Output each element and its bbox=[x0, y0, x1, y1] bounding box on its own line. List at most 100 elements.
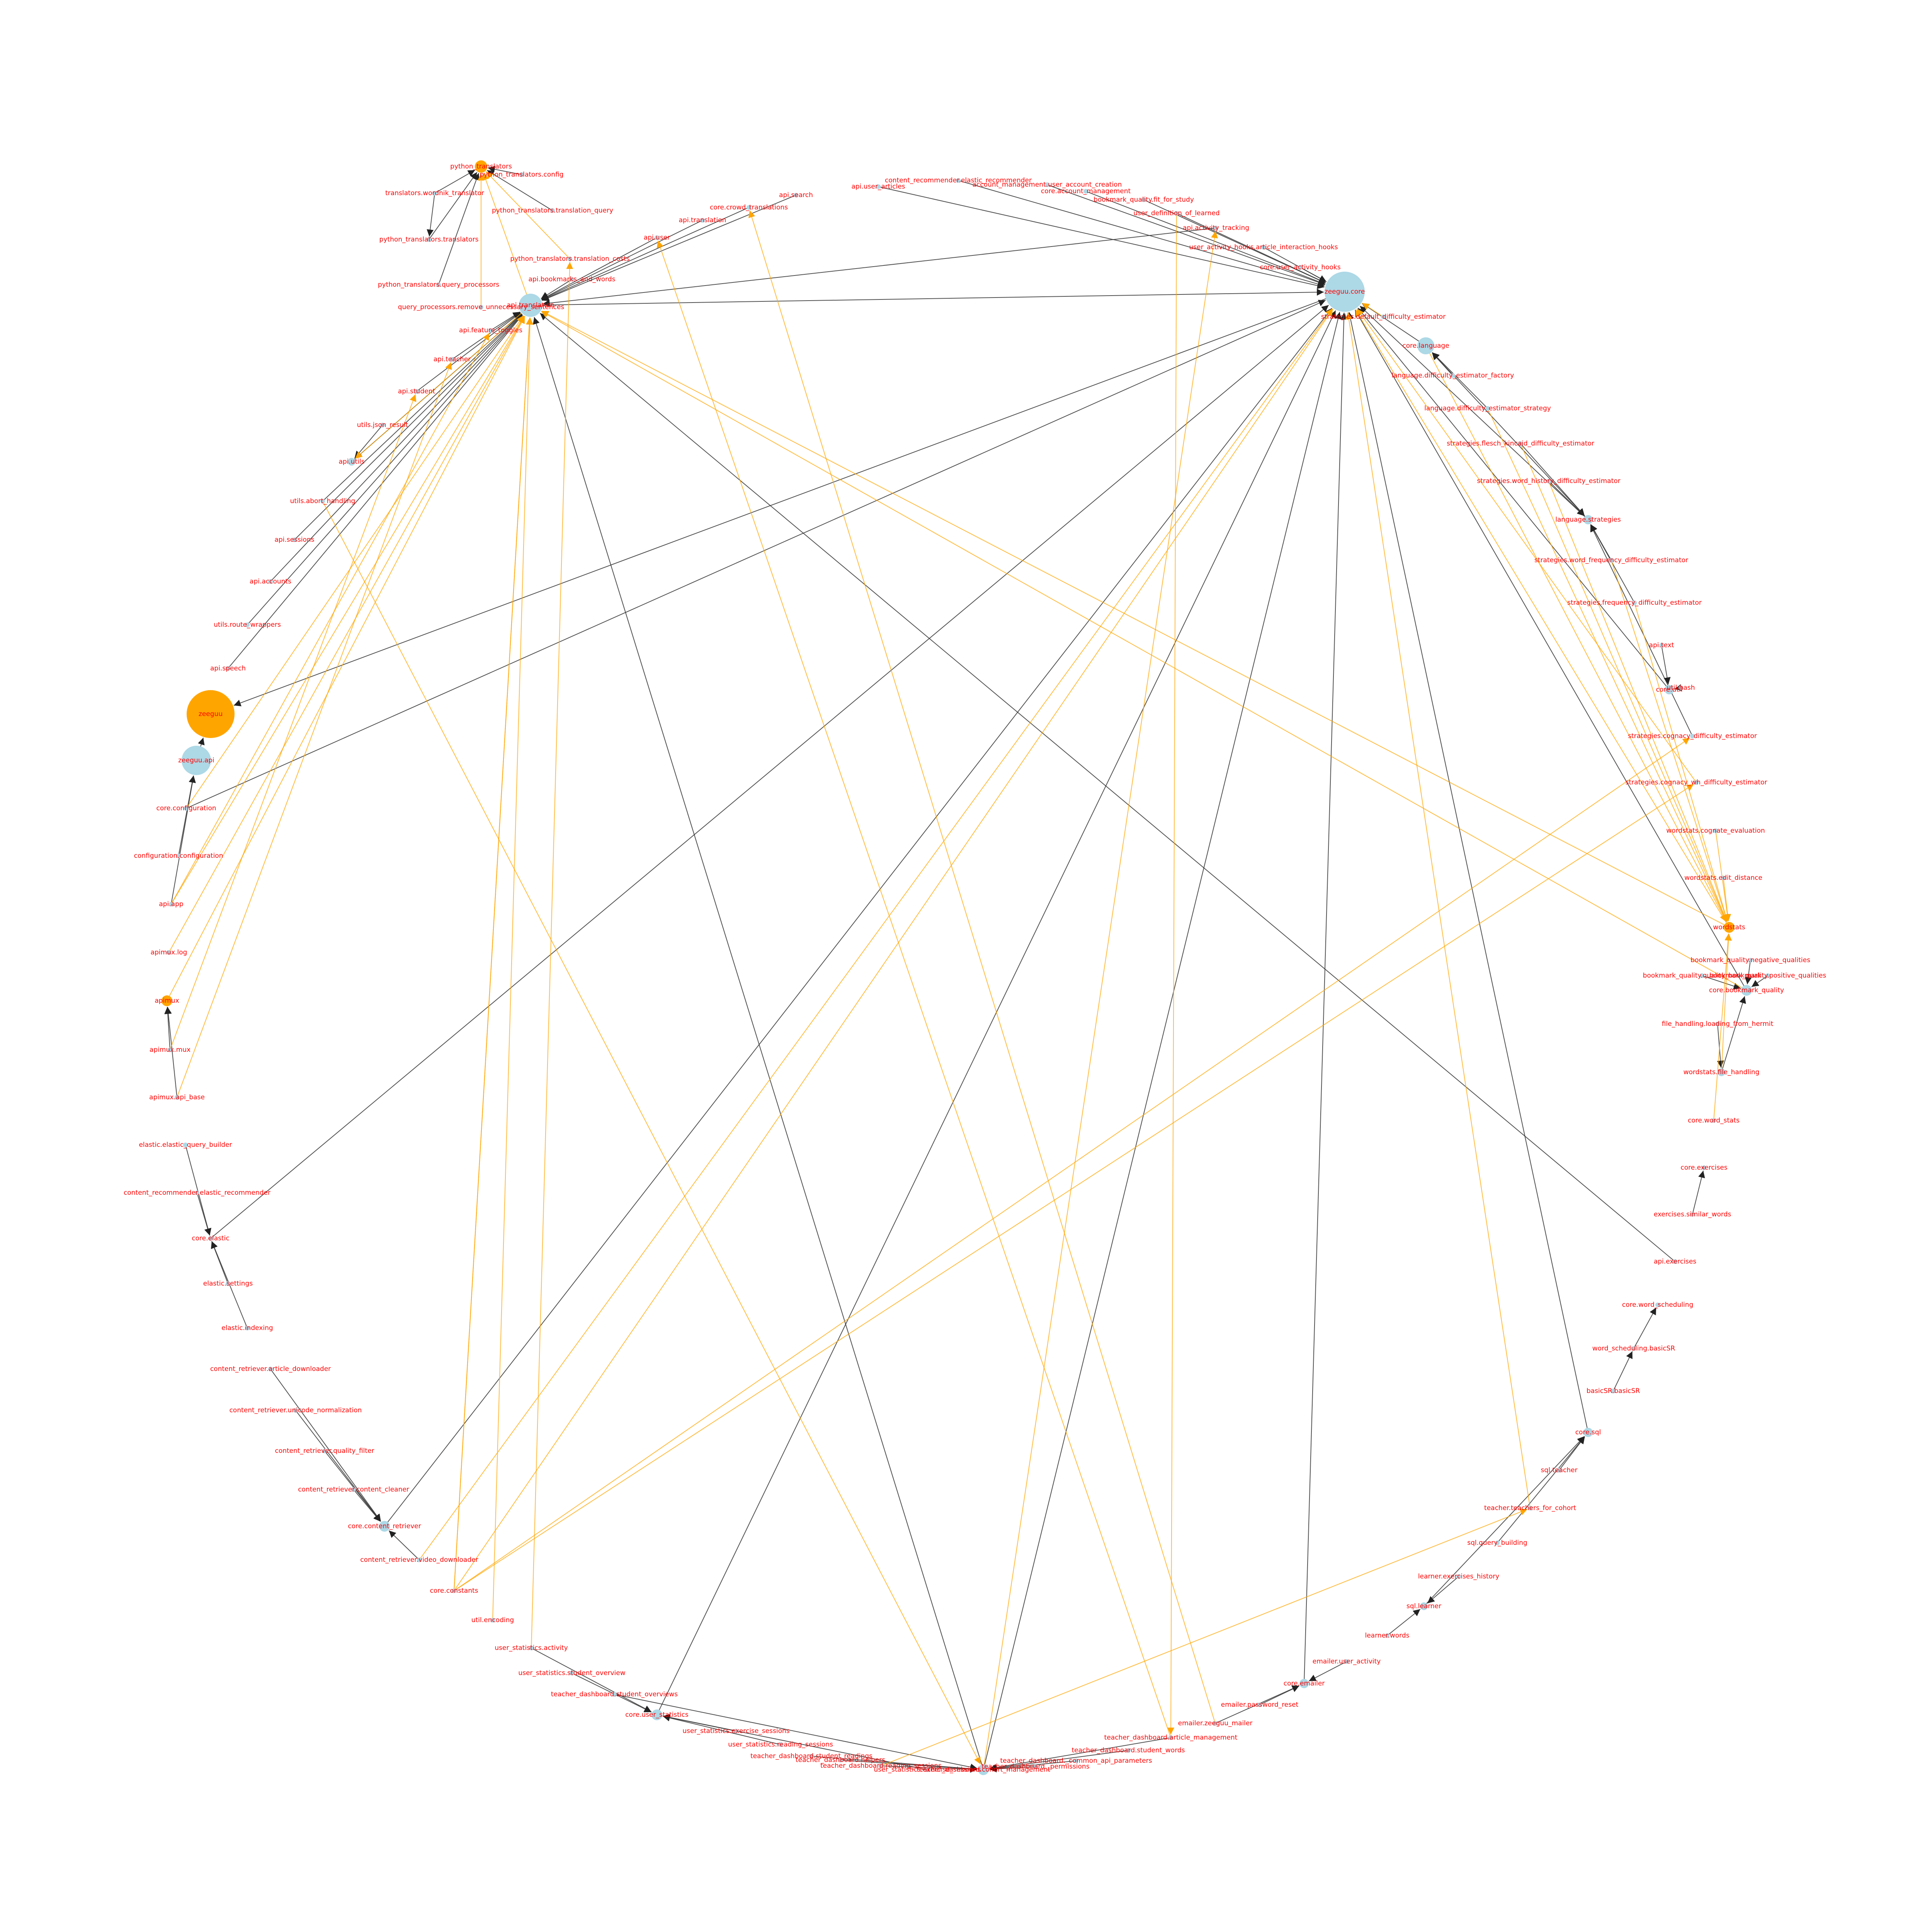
node-apitext[interactable] bbox=[1659, 643, 1664, 648]
node-elsettings[interactable] bbox=[226, 1281, 230, 1286]
node-apimux[interactable] bbox=[162, 995, 172, 1006]
node-elindexing[interactable] bbox=[245, 1326, 250, 1330]
node-coreuserstats[interactable] bbox=[651, 1709, 662, 1720]
node-apimuxbase[interactable] bbox=[175, 1095, 179, 1100]
node-apiexercises[interactable] bbox=[1673, 1259, 1677, 1264]
node-bqfit[interactable] bbox=[1141, 197, 1146, 202]
node-ldstrategy[interactable] bbox=[1485, 406, 1490, 411]
node-pttranslators[interactable] bbox=[427, 237, 431, 242]
node-apisessions[interactable] bbox=[292, 537, 297, 542]
node-coreelastic[interactable] bbox=[208, 1236, 213, 1241]
node-wscognate[interactable] bbox=[1713, 828, 1718, 833]
node-apitranslationb[interactable] bbox=[700, 218, 705, 223]
node-udef[interactable] bbox=[1174, 211, 1179, 216]
node-utilhash[interactable] bbox=[1679, 685, 1683, 690]
node-basicsr[interactable] bbox=[1611, 1389, 1616, 1393]
node-usreading[interactable] bbox=[778, 1742, 783, 1747]
node-bqpos[interactable] bbox=[1765, 973, 1770, 978]
node-apiapp[interactable] bbox=[169, 902, 173, 906]
node-swordhist[interactable] bbox=[1546, 479, 1551, 483]
node-python_translators[interactable] bbox=[475, 160, 487, 173]
node-utilsjson[interactable] bbox=[380, 423, 385, 427]
node-tcohort[interactable] bbox=[1528, 1506, 1532, 1510]
node-wsfh[interactable] bbox=[1718, 1068, 1725, 1076]
node-tdcommon[interactable] bbox=[1074, 1759, 1078, 1763]
node-crelastic[interactable] bbox=[195, 1190, 199, 1195]
node-ptcosts[interactable] bbox=[568, 257, 572, 261]
node-sqlquery[interactable] bbox=[1495, 1541, 1500, 1545]
node-epwreset[interactable] bbox=[1257, 1702, 1262, 1707]
node-crrecommender[interactable] bbox=[956, 178, 961, 183]
node-swordfreq[interactable] bbox=[1609, 558, 1614, 563]
node-bqneg[interactable] bbox=[1748, 958, 1753, 963]
node-zeeguu[interactable] bbox=[187, 690, 235, 738]
node-bqquality[interactable] bbox=[1700, 973, 1704, 978]
node-qpremove[interactable] bbox=[479, 305, 483, 310]
node-apistudent[interactable] bbox=[414, 389, 419, 394]
node-apifeature[interactable] bbox=[488, 328, 493, 333]
node-corewsched[interactable] bbox=[1655, 1303, 1660, 1307]
node-tdstudreading[interactable] bbox=[809, 1754, 814, 1759]
node-tdcohort[interactable] bbox=[978, 1764, 989, 1775]
node-apitranslation[interactable] bbox=[519, 294, 542, 317]
node-apiactivity[interactable] bbox=[1214, 226, 1218, 230]
node-corebq[interactable] bbox=[1741, 985, 1752, 996]
node-coreacctmgmt[interactable] bbox=[1083, 189, 1088, 194]
node-tdhelpers[interactable] bbox=[838, 1758, 843, 1762]
node-confconf[interactable] bbox=[176, 854, 181, 858]
node-usoverview[interactable] bbox=[570, 1671, 574, 1675]
node-scognacy[interactable] bbox=[1690, 734, 1695, 738]
node-apiteacher[interactable] bbox=[450, 357, 454, 362]
node-zeeguuapi[interactable] bbox=[182, 746, 211, 775]
node-sflesch[interactable] bbox=[1518, 441, 1523, 446]
node-apiaccounts[interactable] bbox=[268, 579, 273, 584]
node-ldfactory[interactable] bbox=[1451, 373, 1455, 378]
node-uahooks[interactable] bbox=[1261, 245, 1266, 250]
node-lwords[interactable] bbox=[1385, 1633, 1389, 1638]
node-twordnik[interactable] bbox=[432, 191, 437, 196]
node-sqllearner[interactable] bbox=[1420, 1602, 1428, 1610]
node-tdperm[interactable] bbox=[1033, 1764, 1038, 1769]
node-lexhist[interactable] bbox=[1456, 1574, 1461, 1579]
node-ptconfig[interactable] bbox=[519, 172, 524, 177]
node-sqlteacher[interactable] bbox=[1557, 1468, 1561, 1473]
node-crarticle[interactable] bbox=[268, 1367, 273, 1371]
node-crunicode[interactable] bbox=[293, 1408, 298, 1413]
node-wordstats[interactable] bbox=[1724, 922, 1735, 933]
node-coreuah[interactable] bbox=[1298, 265, 1303, 270]
node-lstrategies[interactable] bbox=[1583, 515, 1593, 524]
node-corecr[interactable] bbox=[379, 1521, 390, 1532]
node-utilsabort[interactable] bbox=[320, 499, 325, 503]
node-apiuser[interactable] bbox=[655, 235, 659, 240]
node-corelanguage[interactable] bbox=[1417, 337, 1434, 354]
node-apiuserarticles[interactable] bbox=[876, 184, 881, 189]
node-pttquery[interactable] bbox=[550, 208, 555, 213]
node-apispeech[interactable] bbox=[226, 666, 230, 671]
node-elquery[interactable] bbox=[183, 1143, 188, 1147]
node-scognacywh[interactable] bbox=[1694, 780, 1699, 785]
node-coreutil[interactable] bbox=[1665, 685, 1674, 694]
node-coreconf[interactable] bbox=[184, 806, 189, 811]
node-apimuxlog[interactable] bbox=[167, 950, 171, 955]
node-tdstudwords[interactable] bbox=[1126, 1748, 1131, 1753]
node-euseract[interactable] bbox=[1344, 1659, 1349, 1664]
node-wsedit[interactable] bbox=[1721, 876, 1726, 880]
node-amcreation[interactable] bbox=[1045, 182, 1049, 187]
node-coreemailer[interactable] bbox=[1299, 1679, 1309, 1688]
node-coreexercises[interactable] bbox=[1702, 1165, 1706, 1170]
node-tdoverviews[interactable] bbox=[612, 1692, 617, 1697]
node-coresql[interactable] bbox=[1583, 1428, 1593, 1437]
node-tdreadinfo[interactable] bbox=[879, 1764, 883, 1768]
node-exsimilar[interactable] bbox=[1690, 1212, 1695, 1217]
node-crcleaner[interactable] bbox=[351, 1487, 356, 1492]
node-tdarticle[interactable] bbox=[1168, 1735, 1173, 1740]
node-apimuxmux[interactable] bbox=[168, 1048, 172, 1052]
node-ezmailer[interactable] bbox=[1213, 1721, 1218, 1726]
node-crvideo[interactable] bbox=[417, 1558, 422, 1562]
node-sdefault[interactable] bbox=[1381, 315, 1386, 319]
node-coreconstants[interactable] bbox=[452, 1588, 456, 1593]
node-usactivity[interactable] bbox=[529, 1646, 534, 1650]
node-crquality[interactable] bbox=[322, 1449, 327, 1453]
node-apibookmarks[interactable] bbox=[570, 277, 574, 282]
node-apiutils[interactable] bbox=[348, 458, 355, 466]
